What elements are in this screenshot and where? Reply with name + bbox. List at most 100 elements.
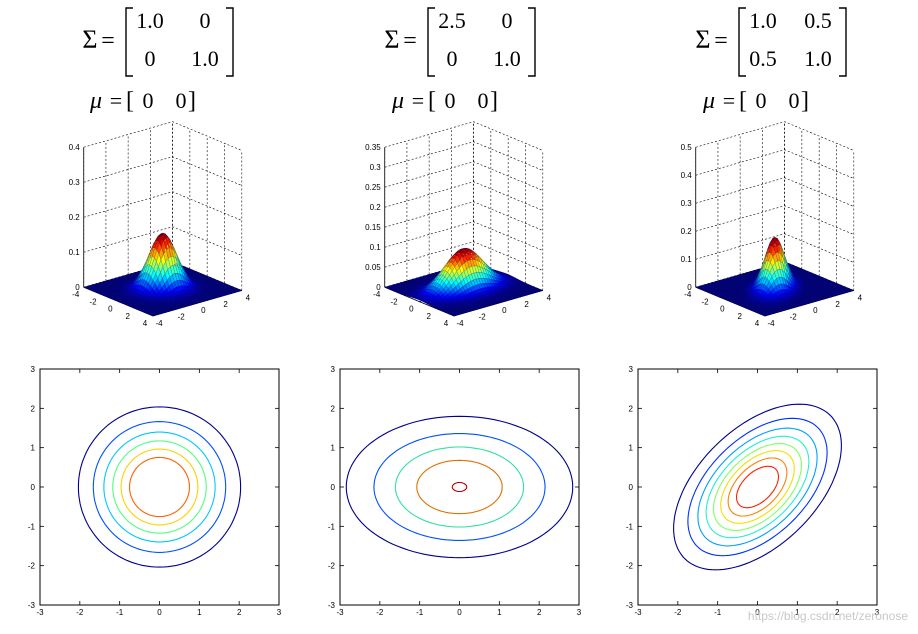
x-tick-label: 4 [547, 293, 552, 302]
x-tick-label: 0 [755, 608, 760, 617]
surface-plot-top-left: 0 0.1 0.2 0.3 0.4 -4 -2 0 2 4 -4 -2 0 2 4 [69, 121, 251, 328]
x-tick-label: -2 [674, 608, 682, 617]
y-tick-label: 1 [31, 444, 36, 453]
x-tick-label: 0 [457, 608, 462, 617]
matrix-entry: 1.0 [191, 46, 219, 71]
equals-sign: = [110, 88, 122, 113]
contour-plot-top-middle: -3 -2 -1 0 1 2 3 -3 -2 -1 0 1 2 3 [328, 365, 582, 617]
x-tick-label: 2 [835, 300, 840, 309]
surface-plot-top-middle: 0 0.05 0.1 0.15 0.2 0.25 0.3 0.35 -4 -2 0 2 4 -4 -2 0 2 4 [365, 121, 552, 328]
contour-line [673, 403, 842, 571]
equation-top-middle: Σ =2.5 00 1.0μ =[0 0] [384, 7, 536, 114]
y-tick-label: 3 [331, 365, 336, 374]
x-tick-label: 4 [246, 293, 251, 302]
y-tick-label: 1 [629, 444, 634, 453]
y-tick-label: 2 [629, 404, 634, 413]
matrix-entry: 0 [447, 46, 458, 71]
x-tick-label: 1 [497, 608, 502, 617]
x-tick-label: -1 [416, 608, 424, 617]
y-tick-label: -2 [390, 297, 398, 306]
matrix-left-bracket [125, 7, 133, 77]
equals-sign: = [714, 28, 728, 54]
surface-cell [537, 289, 544, 292]
x-tick-label: 2 [237, 608, 242, 617]
matrix-entry: 0 [200, 8, 211, 33]
x-tick-label: -2 [790, 313, 798, 322]
contour-line [345, 415, 574, 559]
matrix-entry: 0.5 [804, 8, 832, 33]
mu-left-bracket: [ [739, 88, 747, 114]
contour-line [394, 446, 525, 528]
y-tick-label: 2 [125, 312, 130, 321]
matrix-left-bracket [427, 7, 435, 77]
mu-right-bracket: ] [801, 88, 809, 114]
contour-line [697, 427, 818, 547]
equals-sign: = [412, 88, 424, 113]
y-tick-label: -1 [328, 522, 336, 531]
contour-line [720, 450, 795, 524]
matrix-entry: 0 [502, 8, 513, 33]
x-tick-label: 0 [157, 608, 162, 617]
mu-entry: 0 [756, 88, 767, 113]
x-tick-label: 0 [502, 306, 507, 315]
y-tick-label: 2 [31, 404, 36, 413]
matrix-entry: 2.5 [438, 8, 466, 33]
matrix-left-bracket [738, 7, 746, 77]
contour-line [129, 456, 190, 518]
surface-mesh [83, 232, 243, 317]
x-tick-label: -4 [456, 319, 464, 328]
matrix-entry: 0.5 [749, 46, 777, 71]
z-tick-label: 0.3 [370, 163, 382, 172]
y-tick-label: -1 [28, 522, 36, 531]
grid-line [695, 121, 854, 151]
z-tick-label: 0.4 [681, 171, 693, 180]
surface-plot-top-right: 0 0.1 0.2 0.3 0.4 0.5 -4 -2 0 2 4 -4 -2 0 2 4 [681, 121, 863, 328]
z-tick-label: 0 [376, 283, 381, 292]
matrix-entry: 1.0 [493, 46, 521, 71]
y-tick-label: 3 [31, 365, 36, 374]
y-tick-label: 0 [409, 305, 414, 314]
contour-line [713, 443, 802, 531]
y-tick-label: -2 [28, 562, 36, 571]
contour-line [77, 406, 242, 568]
z-tick-label: 0.35 [365, 143, 381, 152]
equals-sign: = [403, 28, 417, 54]
mu-entry: 0 [176, 88, 187, 113]
y-tick-label: -1 [626, 522, 634, 531]
surface-cell [236, 289, 243, 292]
contour-line [727, 457, 788, 517]
y-tick-label: 4 [444, 319, 449, 328]
matrix-right-bracket [839, 7, 847, 77]
x-tick-label: 3 [577, 608, 582, 617]
sigma-symbol: Σ [82, 25, 97, 54]
z-tick-label: 0.3 [681, 199, 693, 208]
x-tick-label: 2 [524, 300, 529, 309]
x-tick-label: -1 [714, 608, 722, 617]
matrix-entry: 1.0 [804, 46, 832, 71]
z-tick-label: 0.4 [69, 143, 81, 152]
y-tick-label: 0 [108, 305, 113, 314]
contour-line [416, 459, 503, 515]
y-tick-label: -4 [373, 290, 381, 299]
mu-entry: 0 [789, 88, 800, 113]
sigma-symbol: Σ [695, 25, 710, 54]
mu-entry: 0 [143, 88, 154, 113]
x-tick-label: -4 [767, 319, 775, 328]
z-tick-label: 0.3 [69, 178, 81, 187]
z-tick-label: 0.2 [370, 203, 382, 212]
z-tick-label: 0.1 [370, 243, 382, 252]
x-tick-label: 1 [197, 608, 202, 617]
y-tick-label: 0 [31, 483, 36, 492]
contour-line [120, 448, 199, 526]
z-tick-label: 0.1 [69, 248, 81, 257]
y-tick-label: 1 [331, 444, 336, 453]
z-tick-label: 0.2 [681, 227, 693, 236]
y-tick-label: 2 [331, 404, 336, 413]
y-tick-label: -2 [328, 562, 336, 571]
x-tick-label: -3 [336, 608, 344, 617]
x-tick-label: -3 [36, 608, 44, 617]
y-tick-label: 0 [331, 483, 336, 492]
y-tick-label: -3 [328, 601, 336, 610]
